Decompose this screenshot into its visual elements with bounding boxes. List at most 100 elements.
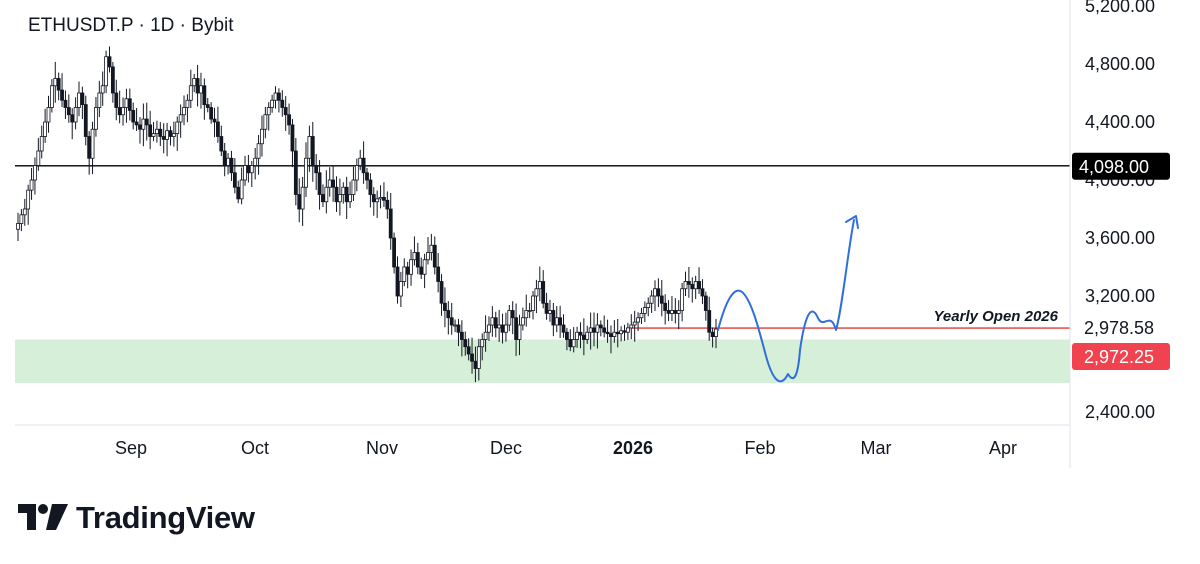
candle-body (493, 317, 498, 329)
candle-body (56, 78, 61, 91)
candle-body (232, 172, 237, 188)
candle-body (592, 327, 596, 333)
candle-body (195, 78, 200, 94)
candle-body (548, 310, 552, 314)
candle-body (626, 327, 630, 333)
candle-body (22, 208, 27, 216)
candle-body (253, 157, 258, 166)
candle-body (270, 99, 275, 108)
candle-body (507, 310, 512, 326)
candle-body (622, 330, 627, 333)
candle-body (500, 324, 505, 333)
candle-body (371, 194, 376, 203)
candle-body (504, 324, 508, 333)
candle-body (199, 85, 203, 94)
candle-body (229, 157, 234, 174)
candle-body (114, 92, 119, 108)
candle-body (392, 237, 397, 268)
candle-body (541, 281, 546, 304)
candle-body (277, 92, 281, 101)
candle-body (517, 324, 522, 340)
candle-body (151, 133, 156, 137)
candle-body (141, 118, 146, 130)
price-tag-black: 4,098.00 (1072, 152, 1170, 180)
candle-body (544, 302, 549, 314)
candle-body (419, 266, 424, 275)
candle-body (588, 327, 593, 333)
candle-body (182, 107, 186, 116)
candle-body (290, 124, 295, 152)
candle-body (171, 133, 176, 137)
time-axis-tick-label: Nov (366, 438, 398, 458)
candle-body (310, 136, 315, 166)
candle-body (46, 107, 51, 123)
candle-body (361, 157, 366, 174)
time-axis[interactable]: Sep Oct Nov Dec 2026 Feb Mar Apr (115, 438, 1017, 458)
price-axis-tick-label: 4,800.00 (1085, 54, 1155, 74)
candle-body (358, 157, 363, 166)
candle-body (395, 266, 400, 297)
candle-body (520, 317, 525, 326)
candle-body (676, 310, 681, 314)
candlestick-series (16, 46, 718, 383)
candle-body (117, 107, 122, 116)
candle-body (480, 339, 485, 348)
candle-body (304, 157, 308, 188)
price-axis-tick-label: 3,200.00 (1085, 286, 1155, 306)
candle-body (683, 281, 688, 290)
candle-body (659, 295, 664, 304)
price-axis-tick-label: 4,400.00 (1085, 112, 1155, 132)
candle-body (558, 317, 563, 326)
candle-body (148, 124, 153, 137)
candle-body (97, 92, 102, 108)
time-axis-tick-label: 2026 (613, 438, 653, 458)
candle-body (138, 124, 142, 130)
candle-body (321, 194, 325, 203)
candle-body (260, 128, 264, 145)
symbol-title[interactable]: ETHUSDT.P · 1D · Bybit (28, 15, 234, 36)
candle-body (639, 312, 644, 319)
candle-body (134, 121, 139, 126)
candle-body (327, 179, 332, 188)
candle-body (382, 196, 386, 201)
candle-body (609, 333, 613, 338)
candle-body (29, 179, 34, 191)
candle-body (70, 114, 75, 123)
candle-body (690, 283, 695, 290)
candle-body (534, 288, 539, 297)
candle-body (314, 165, 319, 174)
time-axis-tick-label: Mar (861, 438, 892, 458)
time-axis-tick-label: Sep (115, 438, 147, 458)
candle-body (673, 310, 678, 314)
candle-body (602, 327, 607, 333)
candle-body (615, 331, 620, 335)
candle-body (415, 252, 420, 268)
candle-body (697, 281, 701, 290)
candle-body (703, 295, 708, 311)
candle-body (426, 252, 430, 261)
candle-body (337, 194, 342, 203)
candle-body (226, 157, 230, 166)
candle-body (456, 324, 461, 333)
candle-body (470, 353, 474, 362)
candle-body (446, 310, 451, 319)
candle-body (205, 104, 210, 108)
candle-body (524, 310, 529, 319)
time-axis-tick-label: Feb (744, 438, 775, 458)
candle-body (439, 281, 444, 304)
candle-body (368, 179, 373, 195)
candle-body (87, 136, 92, 159)
price-axis-tick-label: 5,200.00 (1085, 0, 1155, 16)
candle-body (263, 114, 268, 130)
candle-body (131, 110, 136, 123)
candle-body (90, 128, 95, 159)
candle-body (388, 208, 393, 239)
candle-body (209, 107, 214, 120)
candle-body (107, 56, 112, 68)
candle-body (161, 136, 166, 140)
candle-body (256, 143, 261, 159)
price-axis-tick-label: 3,600.00 (1085, 228, 1155, 248)
candle-body (473, 360, 478, 369)
candle-body (273, 92, 278, 101)
